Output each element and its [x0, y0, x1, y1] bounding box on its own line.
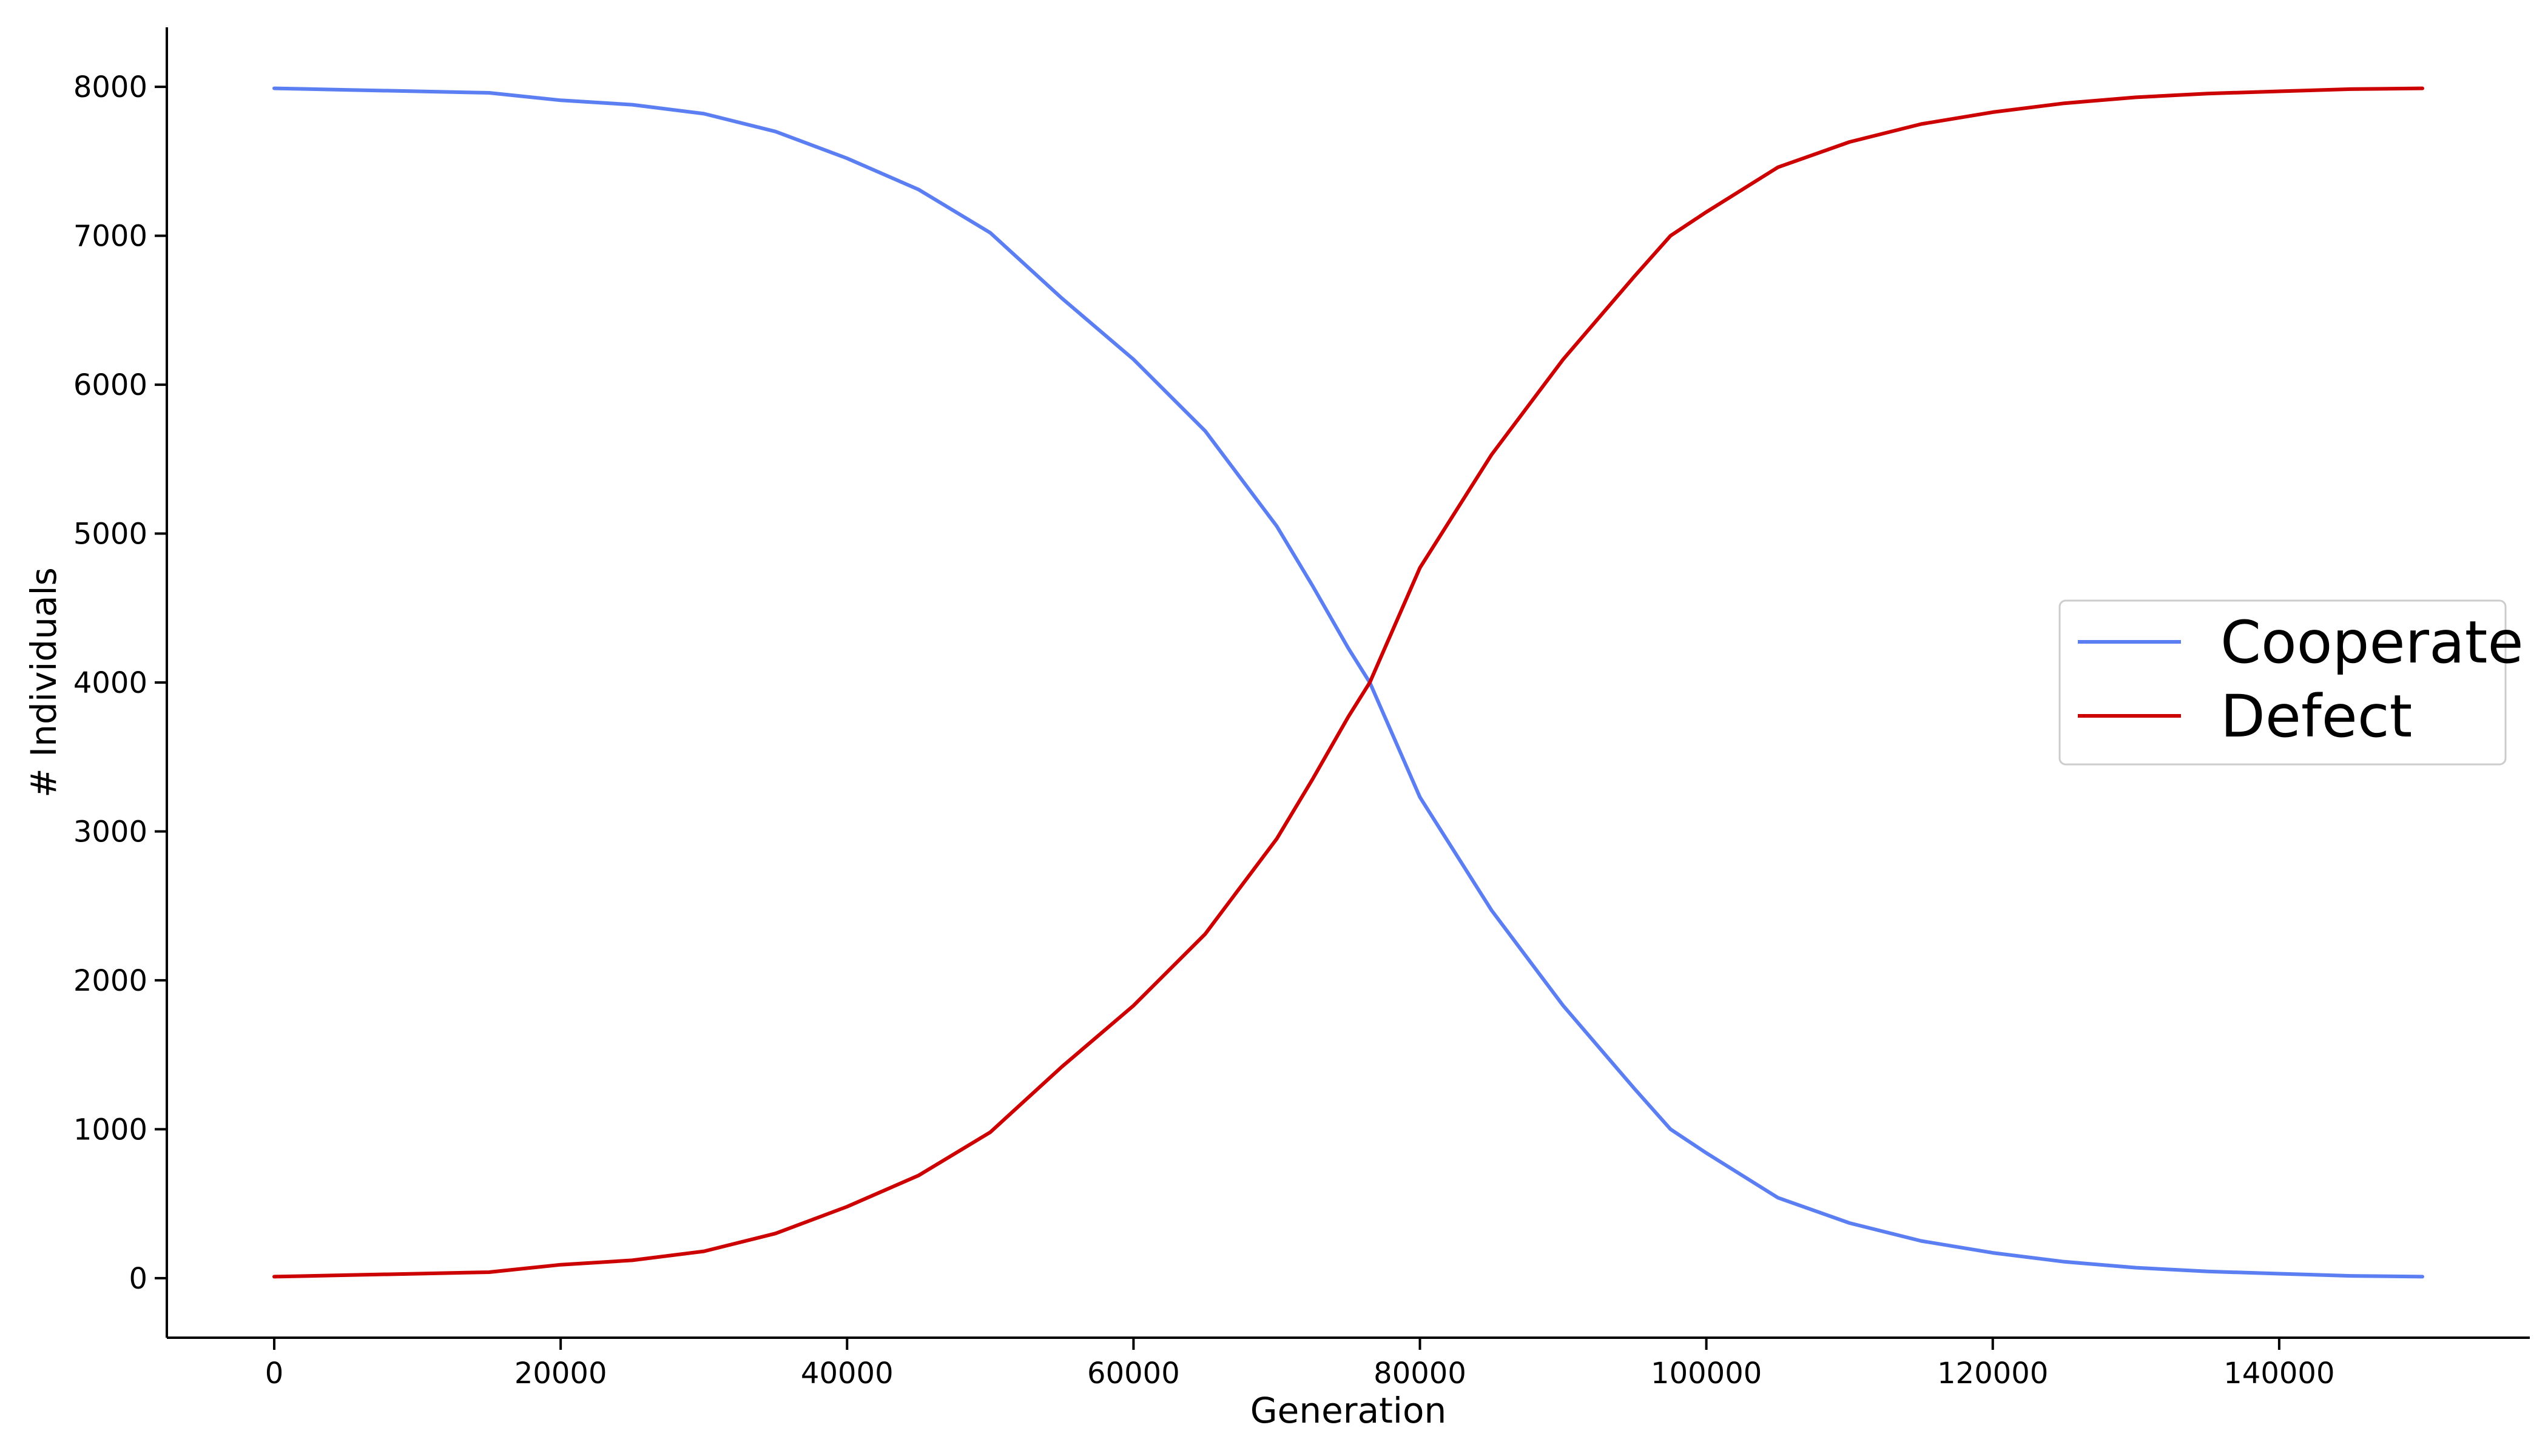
x-tick-label: 40000: [801, 1357, 894, 1390]
y-tick-label: 4000: [73, 666, 147, 700]
legend-label-defect: Defect: [2220, 682, 2412, 750]
y-ticks: 0 1000 2000 3000 4000 5000 6000 7000 8000: [73, 70, 167, 1296]
y-tick-label: 8000: [73, 70, 147, 104]
plot-lines: [272, 86, 2424, 1279]
x-tick-label: 60000: [1087, 1357, 1180, 1390]
x-tick-label: 20000: [514, 1357, 607, 1390]
legend: Cooperate Defect: [2058, 599, 2524, 766]
y-tick-label: 5000: [73, 517, 147, 551]
y-tick-label: 0: [129, 1262, 147, 1296]
y-axis-label: # Individuals: [23, 567, 64, 798]
x-tick-label: 140000: [2223, 1357, 2334, 1390]
y-tick-label: 7000: [73, 220, 147, 254]
x-tick-label: 100000: [1651, 1357, 1762, 1390]
legend-label-cooperate: Cooperate: [2220, 608, 2524, 676]
y-tick-label: 3000: [73, 815, 147, 849]
x-tick-label: 120000: [1937, 1357, 2048, 1390]
x-tick-label: 0: [265, 1357, 284, 1390]
x-axis-label: Generation: [1250, 1390, 1447, 1431]
y-tick-label: 1000: [73, 1113, 147, 1147]
series-line-defect: [272, 86, 2424, 1279]
x-ticks: 0 20000 40000 60000 80000 100000 120000 140000: [265, 1338, 2335, 1390]
series-line-cooperate: [272, 86, 2424, 1279]
y-tick-label: 2000: [73, 964, 147, 998]
y-tick-label: 6000: [73, 368, 147, 402]
x-tick-label: 80000: [1373, 1357, 1466, 1390]
